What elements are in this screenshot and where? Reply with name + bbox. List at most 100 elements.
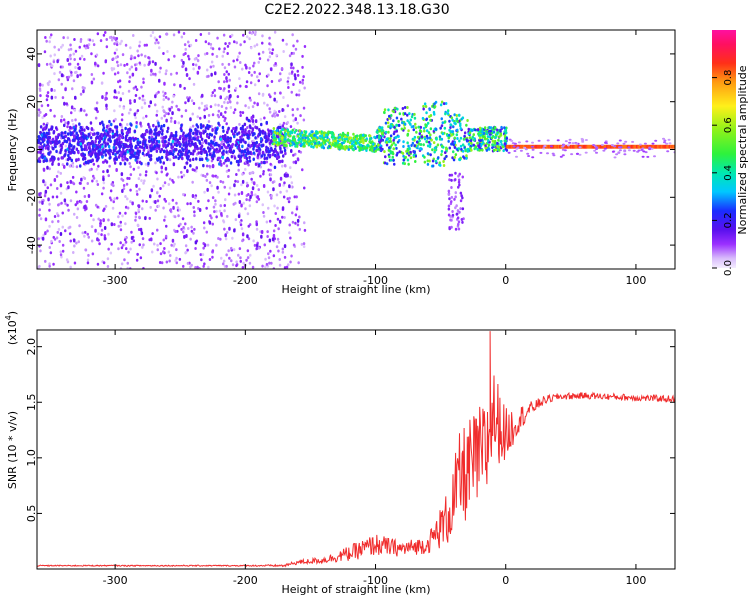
spectrogram-cell <box>66 181 69 185</box>
spectrogram-cell <box>433 102 436 106</box>
spectrogram-cell <box>172 33 176 37</box>
spectrogram-cell <box>263 156 266 161</box>
spectrogram-cell <box>450 195 454 199</box>
spectrogram-cell <box>178 208 181 212</box>
spectrogram-cell <box>258 143 261 147</box>
spectrogram-cell <box>403 112 407 116</box>
spectrogram-cell <box>52 131 55 135</box>
spectrogram-cell <box>229 161 233 165</box>
spectrogram-cell <box>303 133 307 137</box>
spectrogram-cell <box>292 160 295 164</box>
spectrogram-cell <box>279 150 282 154</box>
spectrogram-cell <box>454 153 458 157</box>
spectrogram-cell <box>196 59 200 62</box>
spectrogram-cell <box>173 83 176 87</box>
spectrogram-cell <box>101 95 104 100</box>
spectrogram-cell <box>575 142 579 145</box>
spectrogram-cell <box>293 73 297 78</box>
snr-x-axis: -300 -200 -100 0 100 <box>103 330 646 587</box>
spectrogram-cell <box>115 48 118 52</box>
spectrogram-cell <box>144 162 148 166</box>
spectrogram-cell <box>167 250 171 254</box>
spectrogram-cell <box>140 231 144 236</box>
spectrogram-cell <box>430 138 433 142</box>
spectrogram-cell <box>447 139 450 143</box>
spectrogram-cell <box>456 119 459 123</box>
spectrogram-cell <box>249 195 252 199</box>
spectrogram-cell <box>38 213 41 217</box>
spectrogram-cell <box>272 127 276 130</box>
spectrogram-cell <box>136 252 139 256</box>
spectrogram-cell <box>618 149 622 152</box>
spectrogram-cell <box>81 231 84 235</box>
spectrogram-cell <box>457 147 461 151</box>
spectrogram-cell <box>460 147 463 151</box>
spectrogram-cell <box>283 244 287 249</box>
spectrogram-cell <box>241 266 245 269</box>
spectrogram-cell <box>277 138 281 141</box>
spectrogram-cell <box>537 139 541 142</box>
spectrogram-cell <box>184 67 188 72</box>
spectrogram-cell <box>219 112 223 117</box>
spectrogram-cell <box>453 146 457 149</box>
spectrogram-cell <box>102 71 105 75</box>
spectrogram-cell <box>189 237 192 241</box>
spectrogram-cell <box>105 160 109 164</box>
spectrogram-cell <box>156 199 160 203</box>
spectrogram-cell <box>623 153 627 156</box>
spectrogram-cell <box>456 128 459 132</box>
spectrogram-cell <box>162 161 165 165</box>
spectrogram-cell <box>265 148 268 152</box>
spectrogram-cell <box>326 138 330 142</box>
spectrogram-cell <box>113 51 117 55</box>
spectrogram-cell <box>277 141 281 145</box>
spectrogram-cell <box>251 186 255 191</box>
spectrogram-cell <box>248 204 252 208</box>
spectrogram-cell <box>117 155 121 159</box>
spectrogram-cell <box>269 153 272 158</box>
spectrogram-cell <box>465 154 468 158</box>
spectrogram-cell <box>568 138 572 141</box>
spectrogram-cell <box>269 173 273 177</box>
spectrogram-cell <box>248 66 251 70</box>
spectrogram-cell <box>74 66 77 69</box>
spectrogram-cell <box>134 215 138 219</box>
spectrogram-cell <box>261 41 264 45</box>
spectrogram-cell <box>88 152 92 156</box>
spectrogram-cell <box>422 143 425 147</box>
spectrogram-cell <box>38 157 41 161</box>
spectrogram-cell <box>180 156 184 160</box>
spectrogram-cell <box>296 69 299 73</box>
spectrogram-cell <box>182 226 185 229</box>
spectrogram-cell <box>276 206 279 210</box>
spectrogram-cell <box>249 171 252 175</box>
spectrogram-cell <box>95 53 99 57</box>
spectrogram-cell <box>272 187 275 192</box>
spectrogram-cell <box>84 160 88 165</box>
spectrogram-cell <box>499 129 502 133</box>
spectrogram-cell <box>44 217 48 222</box>
spectrogram-cell <box>219 137 222 141</box>
spectrogram-cell <box>73 58 76 61</box>
spectrogram-cell <box>189 143 192 148</box>
spectrogram-cell <box>83 57 86 61</box>
spectrogram-cell <box>114 153 117 157</box>
spectrogram-cell <box>270 148 273 152</box>
spectrogram-cell <box>358 135 362 139</box>
spectrogram-cell <box>470 128 474 132</box>
spectrogram-cell <box>134 218 137 222</box>
spectrogram-cell <box>128 99 132 103</box>
spectrogram-cell <box>66 162 69 166</box>
spectrogram-cell <box>60 82 63 86</box>
spectrogram-cell <box>422 104 425 108</box>
spectrogram-cell <box>297 138 300 142</box>
spectrogram-cell <box>85 200 89 203</box>
spectrogram-cell <box>145 114 148 118</box>
spectrogram-cell <box>493 141 496 145</box>
spectrogram-cell <box>138 160 142 165</box>
spectrogram-cell <box>257 246 261 250</box>
spectrogram-cell <box>581 140 585 143</box>
spectrogram-cell <box>223 185 226 189</box>
spectrogram-cell <box>525 140 529 143</box>
